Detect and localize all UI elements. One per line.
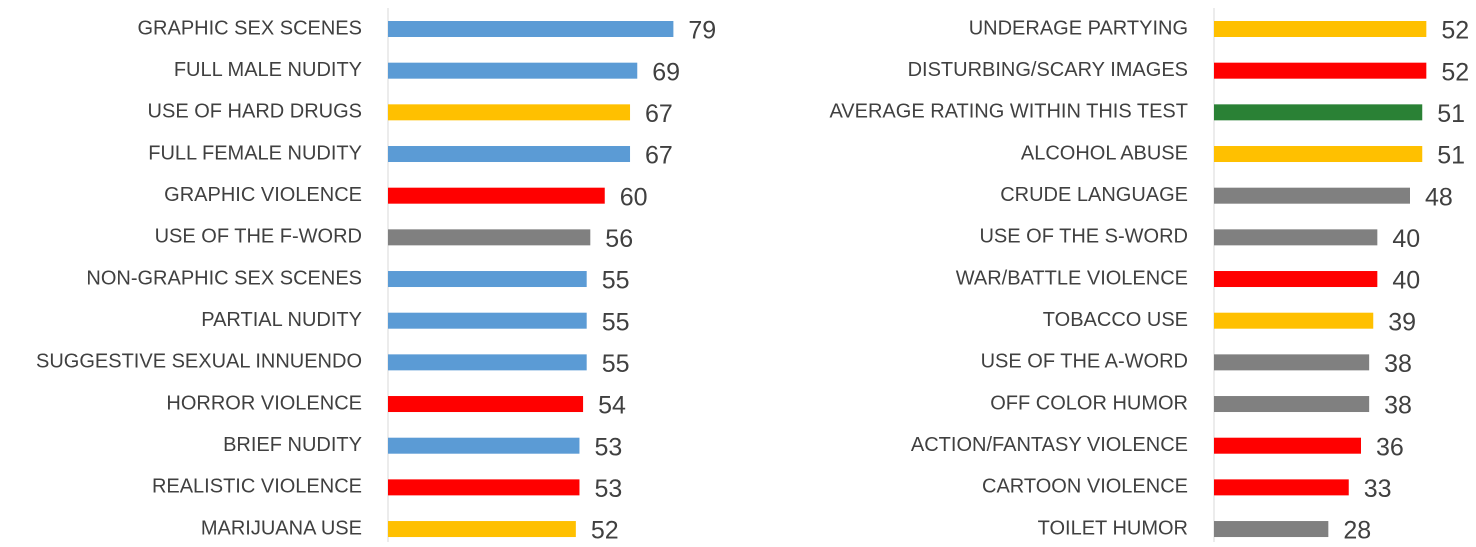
bar [1214,229,1378,246]
value-label: 52 [1441,17,1469,45]
value-label: 36 [1376,433,1404,461]
value-label: 55 [602,350,630,378]
category-label: GRAPHIC VIOLENCE [164,184,362,206]
value-label: 40 [1392,225,1420,253]
category-label: UNDERAGE PARTYING [969,17,1188,39]
bar [1214,187,1410,204]
value-label: 28 [1343,517,1371,542]
value-label: 79 [688,17,716,45]
category-label: AVERAGE RATING WITHIN THIS TEST [829,101,1188,123]
value-label: 38 [1384,350,1412,378]
value-label: 60 [620,183,648,211]
value-label: 51 [1437,100,1465,128]
bar [1214,271,1378,288]
category-label: TOBACCO USE [1043,309,1188,331]
value-label: 53 [594,433,622,461]
bar [388,187,605,204]
bar [388,521,576,538]
category-label: OFF COLOR HUMOR [990,392,1188,414]
value-label: 33 [1364,475,1392,503]
bar [1214,104,1423,121]
value-label: 55 [602,308,630,336]
bar [1214,312,1374,329]
value-label: 52 [1441,58,1469,86]
value-label: 69 [652,58,680,86]
bar [388,312,587,329]
bar [1214,479,1349,496]
bar [388,229,591,246]
value-label: 67 [645,100,673,128]
category-label: MARIJUANA USE [201,517,362,539]
bar [388,479,580,496]
category-label: BRIEF NUDITY [223,434,362,456]
category-label: CRUDE LANGUAGE [1000,184,1188,206]
category-label: CARTOON VIOLENCE [982,476,1188,498]
category-label: HORROR VIOLENCE [166,392,362,414]
category-label: ACTION/FANTASY VIOLENCE [911,434,1188,456]
bar [1214,21,1427,37]
bar [1214,396,1370,413]
bar [388,396,584,413]
bar [1214,146,1423,163]
category-label: FULL FEMALE NUDITY [148,142,362,164]
category-label: USE OF THE F-WORD [155,226,362,248]
category-label: REALISTIC VIOLENCE [152,476,362,498]
category-label: USE OF THE S-WORD [979,226,1188,248]
value-label: 53 [594,475,622,503]
bar [388,437,580,454]
category-label: WAR/BATTLE VIOLENCE [956,267,1188,289]
value-label: 67 [645,142,673,170]
bar [1214,62,1427,79]
value-label: 55 [602,267,630,295]
category-label: FULL MALE NUDITY [174,59,362,81]
bar [1214,521,1329,538]
bar [1214,437,1361,454]
category-label: DISTURBING/SCARY IMAGES [908,59,1188,81]
value-label: 54 [598,392,626,420]
category-label: TOILET HUMOR [1038,517,1188,539]
value-label: 51 [1437,142,1465,170]
bar [388,21,674,37]
bar [388,354,587,371]
value-label: 52 [591,517,619,542]
category-label: PARTIAL NUDITY [201,309,362,331]
bar [1214,354,1370,371]
value-label: 40 [1392,267,1420,295]
bar [388,146,631,163]
category-label: SUGGESTIVE SEXUAL INNUENDO [36,351,362,373]
category-label: USE OF THE A-WORD [981,351,1188,373]
category-label: ALCOHOL ABUSE [1021,142,1188,164]
value-label: 38 [1384,392,1412,420]
category-label: USE OF HARD DRUGS [148,101,362,123]
value-label: 48 [1425,183,1453,211]
value-label: 39 [1388,308,1416,336]
category-label: NON-GRAPHIC SEX SCENES [86,267,362,289]
value-label: 56 [605,225,633,253]
bar [388,271,587,288]
bar [388,62,638,79]
bar [388,104,631,121]
category-label: GRAPHIC SEX SCENES [137,17,362,39]
